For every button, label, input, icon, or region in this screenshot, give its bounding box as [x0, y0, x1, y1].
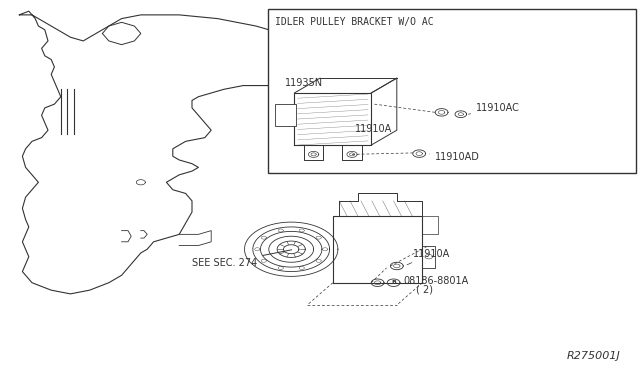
Text: 11935N: 11935N — [285, 77, 323, 87]
Bar — [275, 104, 296, 126]
Text: SEE SEC. 274: SEE SEC. 274 — [192, 250, 292, 268]
Text: B: B — [391, 280, 396, 285]
Text: 08186-8801A: 08186-8801A — [403, 276, 468, 286]
Text: 11910AC: 11910AC — [468, 103, 520, 114]
Text: R275001J: R275001J — [567, 351, 621, 361]
Text: 11910A: 11910A — [355, 124, 392, 134]
Bar — [268, 9, 636, 173]
Text: IDLER PULLEY BRACKET W/O AC: IDLER PULLEY BRACKET W/O AC — [275, 17, 434, 28]
Text: 11910AD: 11910AD — [429, 152, 480, 162]
Text: ( 2): ( 2) — [416, 285, 433, 294]
Text: 11910A: 11910A — [407, 248, 450, 265]
